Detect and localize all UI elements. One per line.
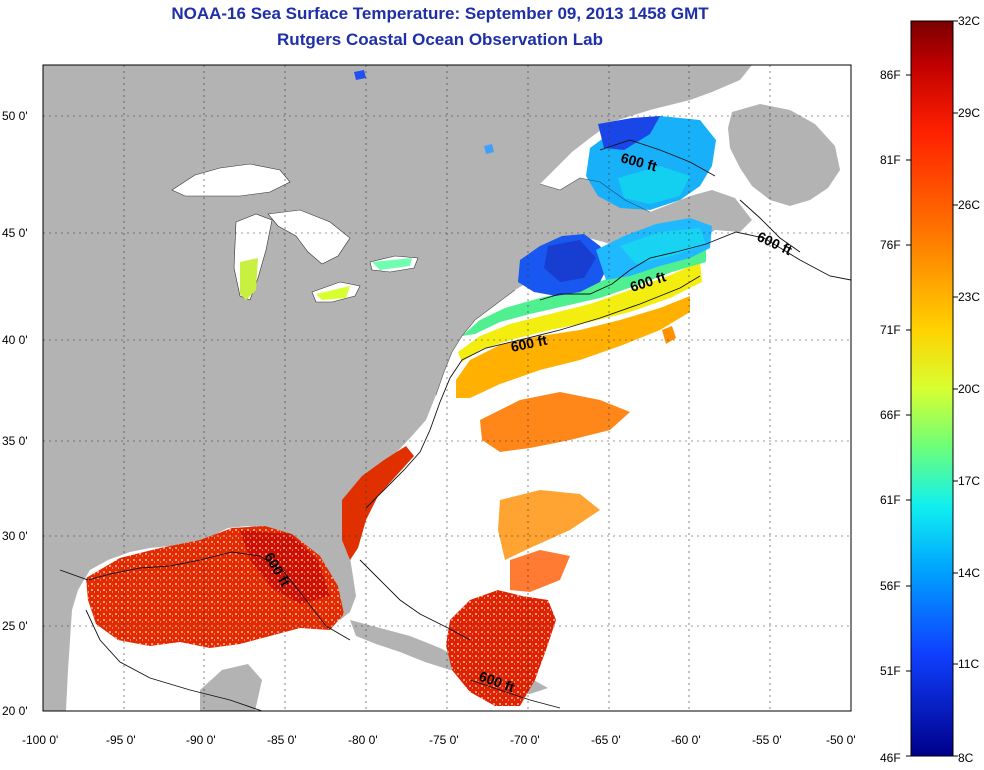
lon-tick: -65 0' (591, 733, 621, 747)
sst-atlantic-scatter (480, 392, 630, 452)
colorbar-fahrenheit-label: 51F (880, 664, 901, 678)
lon-tick: -70 0' (510, 733, 540, 747)
lon-tick: -60 0' (671, 733, 701, 747)
contour-label: 600 ft (509, 332, 548, 355)
colorbar: 32C 29C 26C 23C 20C 17C 14C 11C 8C 86F 8… (880, 14, 980, 765)
colorbar-celsius-label: 29C (958, 106, 980, 120)
map-title: NOAA-16 Sea Surface Temperature: Septemb… (171, 4, 709, 23)
land-cuba (350, 620, 470, 672)
lat-tick: 40 0' (2, 333, 28, 347)
lat-tick: 20 0' (2, 704, 28, 718)
lon-tick: -95 0' (106, 733, 136, 747)
map-subtitle: Rutgers Coastal Ocean Observation Lab (277, 30, 603, 49)
colorbar-celsius-label: 23C (958, 290, 980, 304)
sst-mid-atlantic (456, 296, 690, 398)
sst-southeast-coast (342, 446, 414, 560)
lake-ontario-sst (372, 258, 412, 270)
lat-tick: 30 0' (2, 529, 28, 543)
lake-michigan-sst (240, 258, 258, 300)
colorbar-gradient (910, 20, 954, 757)
lon-tick: -55 0' (752, 733, 782, 747)
land-newfoundland (728, 104, 840, 206)
colorbar-celsius-label: 20C (958, 382, 980, 396)
lat-tick: 25 0' (2, 619, 28, 633)
colorbar-celsius-label: 17C (958, 474, 980, 488)
lat-tick: 35 0' (2, 434, 28, 448)
lat-tick: 45 0' (2, 226, 28, 240)
colorbar-celsius-label: 11C (958, 657, 979, 671)
graticule (43, 65, 851, 711)
sst-slope-yellow (458, 262, 702, 362)
colorbar-fahrenheit-label: 61F (880, 493, 901, 507)
map-frame (42, 64, 852, 712)
lon-tick: -80 0' (348, 733, 378, 747)
colorbar-fahrenheit-label: 66F (880, 408, 901, 422)
colorbar-fahrenheit-label: 71F (880, 323, 901, 337)
colorbar-celsius-label: 32C (958, 14, 980, 28)
lon-axis: -100 0' -95 0' -90 0' -85 0' -80 0' -75 … (22, 733, 856, 747)
colorbar-fahrenheit-label: 46F (880, 751, 901, 765)
colorbar-celsius-label: 26C (958, 198, 980, 212)
land-yucatan (200, 664, 262, 711)
lon-tick: -75 0' (429, 733, 459, 747)
lake-erie-sst (316, 286, 350, 300)
lat-axis: 50 0' 45 0' 40 0' 35 0' 30 0' 25 0' 20 0… (2, 109, 28, 718)
colorbar-celsius-label: 8C (958, 751, 974, 765)
lon-tick: -100 0' (22, 733, 58, 747)
colorbar-fahrenheit-label: 76F (880, 238, 901, 252)
colorbar-fahrenheit-label: 81F (880, 153, 901, 167)
land-north-america (43, 65, 752, 711)
lon-tick: -90 0' (186, 733, 216, 747)
lat-tick: 50 0' (2, 109, 28, 123)
colorbar-fahrenheit-label: 86F (880, 68, 901, 82)
lon-tick: -85 0' (267, 733, 297, 747)
colorbar-fahrenheit-label: 56F (880, 579, 901, 593)
lon-tick: -50 0' (826, 733, 856, 747)
colorbar-celsius-label: 14C (958, 566, 980, 580)
